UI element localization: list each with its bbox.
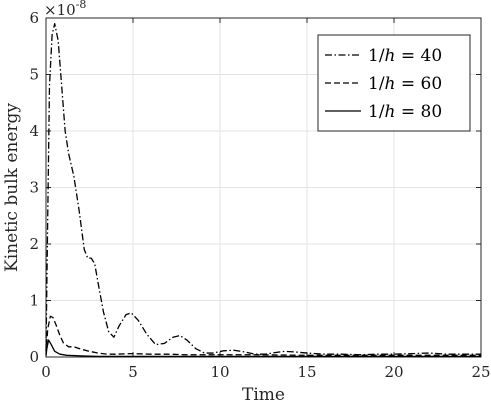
y-tick-label: 5	[29, 66, 39, 84]
x-tick-label: 25	[471, 363, 490, 381]
series-line-0	[45, 23, 481, 356]
legend: 1/h = 40 1/h = 60 1/h = 80	[317, 34, 471, 132]
x-axis-label: Time	[242, 385, 285, 405]
series-line-2	[45, 339, 481, 358]
x-tick-label: 20	[384, 363, 403, 381]
y-tick-label: 6	[29, 9, 39, 27]
x-tick-label: 0	[41, 363, 51, 381]
x-tick-label: 10	[210, 363, 229, 381]
legend-label-80: 1/h = 80	[368, 102, 442, 122]
series-line-1	[45, 315, 481, 356]
legend-label-40: 1/h = 40	[368, 46, 442, 66]
y-tick-label: 1	[29, 292, 39, 310]
y-tick-label: 0	[29, 348, 39, 366]
series-lines	[45, 23, 481, 358]
y-axis-label: Kinetic bulk energy	[2, 103, 22, 272]
y-tick-label: 4	[29, 122, 39, 140]
y-tick-label: 2	[29, 235, 39, 253]
legend-label-60: 1/h = 60	[368, 74, 442, 94]
x-tick-label: 5	[128, 363, 138, 381]
y-exponent-label: ×10-8	[44, 0, 86, 19]
y-axis: 0 1 2 3 4 5 6	[29, 9, 481, 366]
y-tick-label: 3	[29, 179, 39, 197]
x-tick-label: 15	[297, 363, 316, 381]
